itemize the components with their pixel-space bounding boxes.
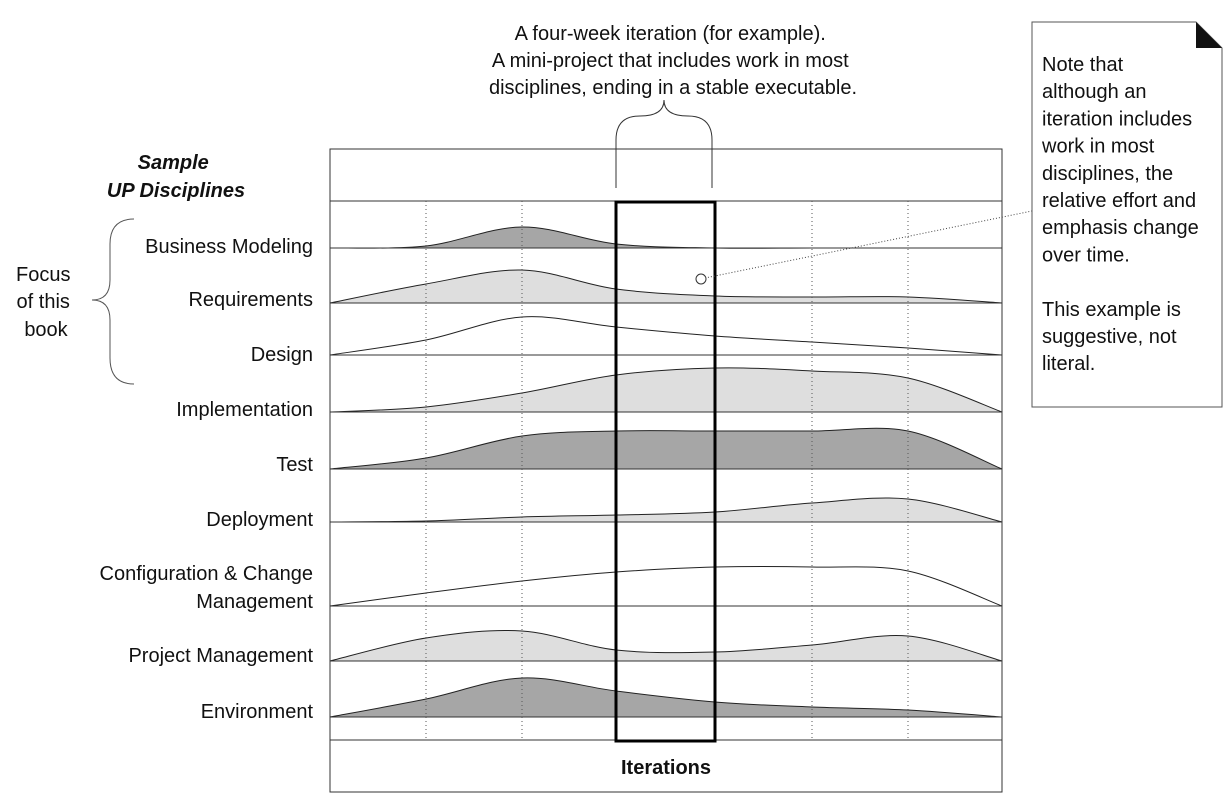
- heading-line: Sample: [138, 152, 209, 174]
- discipline-curve: [329, 565, 1003, 607]
- discipline-area: [330, 269, 1002, 303]
- discipline-label: Design: [251, 344, 313, 366]
- note-line: relative effort and: [1042, 190, 1196, 212]
- discipline-label: Environment: [201, 701, 314, 723]
- discipline-label: Test: [276, 454, 313, 476]
- discipline-area: [330, 428, 1002, 469]
- discipline-area: [330, 630, 1002, 661]
- note-line: disciplines, the: [1042, 163, 1173, 185]
- discipline-label: Deployment: [206, 509, 313, 531]
- discipline-curves: [329, 226, 1003, 718]
- discipline-label: Management: [196, 591, 313, 613]
- note-line: although an: [1042, 81, 1147, 103]
- discipline-label: Configuration & Change: [100, 563, 313, 585]
- discipline-curve: [329, 629, 1003, 662]
- note-text: Note that although an iteration includes wo…: [1041, 54, 1199, 375]
- caption-line: disciplines, ending in a stable executab…: [489, 77, 857, 99]
- discipline-area: [330, 367, 1002, 412]
- note-anchor: [695, 273, 707, 285]
- discipline-curve: [329, 497, 1003, 523]
- note-dogear-icon: [1196, 22, 1222, 48]
- heading-line: UP Disciplines: [107, 180, 245, 202]
- note-line: literal.: [1042, 353, 1095, 375]
- note-line: This example is: [1042, 299, 1181, 321]
- discipline-curve: [329, 367, 1003, 413]
- discipline-area: [330, 226, 1002, 249]
- note-line: work in most: [1041, 136, 1155, 158]
- discipline-labels: Business Modeling Requirements Design Imple…: [100, 236, 314, 723]
- iteration-caption: A four-week iteration (for example). A m…: [489, 23, 857, 99]
- discipline-area: [330, 497, 1002, 522]
- focus-label: Focus of this book: [16, 264, 76, 341]
- discipline-area: [330, 566, 1002, 606]
- iteration-brace: [615, 99, 713, 188]
- discipline-area: [330, 316, 1002, 355]
- highlighted-iteration-box: [614, 200, 717, 743]
- focus-line: of this: [17, 291, 70, 313]
- iterations-label: Iterations: [621, 757, 711, 779]
- note-line: Note that: [1042, 54, 1124, 76]
- discipline-label: Project Management: [128, 645, 313, 667]
- discipline-label: Business Modeling: [145, 236, 313, 258]
- note-line: over time.: [1042, 244, 1130, 266]
- diagram-frame: [329, 148, 1003, 793]
- sample-heading: Sample UP Disciplines: [107, 152, 245, 202]
- note-line: iteration includes: [1042, 108, 1192, 130]
- caption-line: A four-week iteration (for example).: [515, 23, 826, 45]
- focus-line: book: [24, 319, 68, 341]
- note-line: suggestive, not: [1042, 326, 1177, 348]
- focus-line: Focus: [16, 264, 70, 286]
- note-line: emphasis change: [1042, 217, 1199, 239]
- discipline-curve: [329, 677, 1003, 718]
- discipline-curve: [329, 427, 1003, 470]
- discipline-label: Implementation: [176, 399, 313, 421]
- discipline-label: Requirements: [188, 289, 313, 311]
- discipline-curve: [329, 316, 1003, 356]
- discipline-curve: [329, 269, 1003, 304]
- note-box: [1031, 21, 1223, 408]
- caption-line: A mini-project that includes work in mos…: [492, 50, 849, 72]
- focus-brace: [91, 218, 135, 385]
